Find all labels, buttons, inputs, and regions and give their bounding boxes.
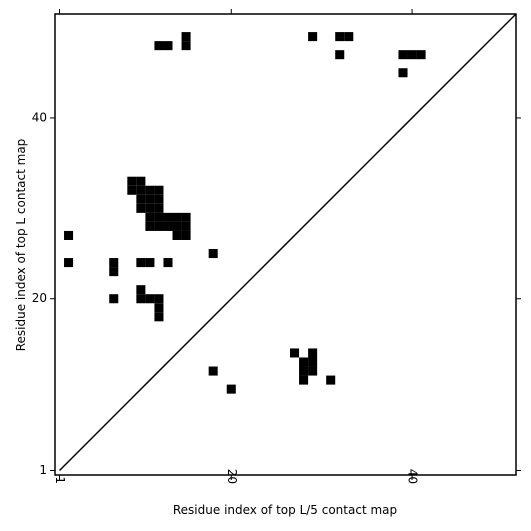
contact-cell [398,68,408,78]
contact-cell [172,221,182,231]
contact-cell [127,176,137,186]
x-tick-label: 1 [53,476,67,484]
contact-cell [154,221,164,231]
contact-cell [335,32,345,42]
contact-cell [64,230,74,240]
contact-cell [163,41,173,51]
diagonal [58,13,517,472]
contact-cell [290,348,300,358]
contact-cell [172,212,182,222]
contact-cell [181,230,191,240]
contact-cell [154,294,164,304]
contact-cell [398,50,408,60]
contact-cell [127,185,137,195]
y-tick-label: 40 [32,110,47,124]
contact-cell [344,32,354,42]
contact-cell [299,366,309,376]
contact-cell [136,194,146,204]
contact-cell [145,294,155,304]
contact-cell [416,50,426,60]
contact-cell [154,312,164,322]
contact-cell [308,366,318,376]
contact-cell [136,185,146,195]
contact-cell [163,221,173,231]
contact-cell [154,194,164,204]
contact-cell [326,375,336,385]
y-tick-label: 20 [32,291,47,305]
contact-cell [145,212,155,222]
contact-cell [145,221,155,231]
contact-cell [335,50,345,60]
contact-cell [136,203,146,213]
contact-cell [208,249,218,259]
x-tick-label: 20 [225,469,239,484]
contact-cell [172,230,182,240]
contact-cell [208,366,218,376]
x-axis-label: Residue index of top L/5 contact map [173,503,397,517]
contact-cell [109,267,119,277]
y-axis-label: Residue index of top L contact map [14,139,28,352]
contact-cell [154,41,164,51]
contact-cell [136,285,146,295]
contact-cell [299,357,309,367]
contact-cell [181,221,191,231]
contact-cell [299,375,309,385]
plot-frame [54,13,517,476]
contact-cell [136,294,146,304]
contact-cell [109,294,119,304]
contact-cell [308,348,318,358]
contact-cell [154,203,164,213]
contact-cell [145,203,155,213]
contact-cell [163,258,173,268]
contact-cell [308,32,318,42]
contact-cell [136,258,146,268]
contact-cell [154,212,164,222]
contact-cell [64,258,74,268]
contact-cell [163,212,173,222]
contact-cell [154,185,164,195]
contact-cell [226,384,236,394]
contact-cell [145,258,155,268]
contact-cell [181,41,191,51]
contact-cell [154,303,164,313]
contact-cell [136,176,146,186]
contact-cell [181,212,191,222]
contact-cell [145,194,155,204]
x-tick-label: 40 [406,469,420,484]
contact-cell [308,357,318,367]
contact-cell [109,258,119,268]
y-tick-label: 1 [39,463,47,477]
contact-cell [181,32,191,42]
contact-cell [407,50,417,60]
contact-cell [145,185,155,195]
